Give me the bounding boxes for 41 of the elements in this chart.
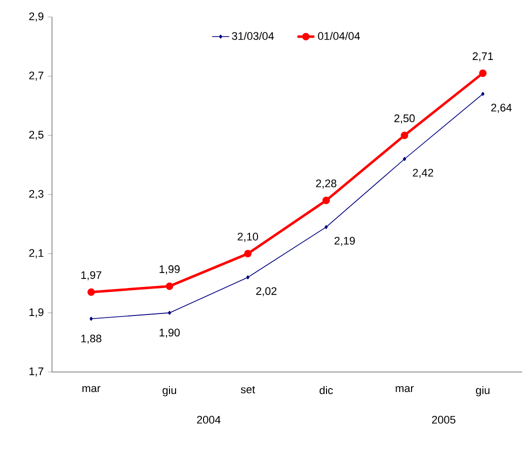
data-label: 2,50 <box>394 114 415 124</box>
x-tick-label: giu <box>162 386 176 396</box>
x-tick-label: mar <box>82 386 100 392</box>
point <box>402 157 406 161</box>
point <box>166 282 174 290</box>
point <box>90 316 93 321</box>
data-label: 1,97 <box>81 271 102 280</box>
point <box>324 225 328 230</box>
data-label: 1,99 <box>160 265 180 274</box>
legend-label: 01/04/04 <box>318 32 360 40</box>
y-tick-label: 1,7 <box>29 368 44 376</box>
y-tick-label: 2,7 <box>29 72 44 81</box>
y-tick-label: 2,9 <box>29 12 44 22</box>
y-tick-label: 2,5 <box>29 130 44 140</box>
x-tick-label: set <box>240 386 256 394</box>
point <box>246 275 250 280</box>
point <box>244 250 252 258</box>
x-tick-label: giu <box>476 386 490 396</box>
data-label: 2,64 <box>491 104 512 113</box>
point <box>87 288 95 296</box>
x-tick-label: mar <box>396 386 414 392</box>
x-tick-label: dic <box>320 386 333 394</box>
point <box>322 196 330 204</box>
y-tick-label: 2,3 <box>29 190 44 200</box>
data-label: 2,10 <box>238 232 258 242</box>
data-label: 2,71 <box>472 52 493 62</box>
point <box>481 92 484 96</box>
data-label: 2,02 <box>256 287 276 296</box>
y-tick-label: 1,9 <box>29 308 44 318</box>
y-tick-label: 2,1 <box>29 249 44 258</box>
text: 2004 <box>197 416 221 424</box>
point <box>479 69 487 77</box>
text: 2005 <box>432 416 456 424</box>
point <box>168 310 172 315</box>
legend-label: 31/03/04 <box>232 32 274 40</box>
data-label: 1,90 <box>160 328 180 338</box>
data-label: 2,42 <box>412 168 434 178</box>
data-label: 2,28 <box>316 180 336 189</box>
point <box>400 132 408 140</box>
data-label: 1,88 <box>81 334 102 344</box>
data-label: 2,19 <box>334 236 355 246</box>
